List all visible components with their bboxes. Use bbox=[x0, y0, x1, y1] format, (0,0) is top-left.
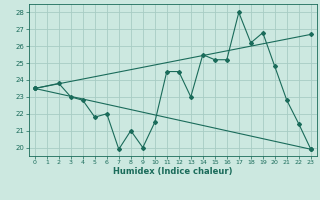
X-axis label: Humidex (Indice chaleur): Humidex (Indice chaleur) bbox=[113, 167, 233, 176]
